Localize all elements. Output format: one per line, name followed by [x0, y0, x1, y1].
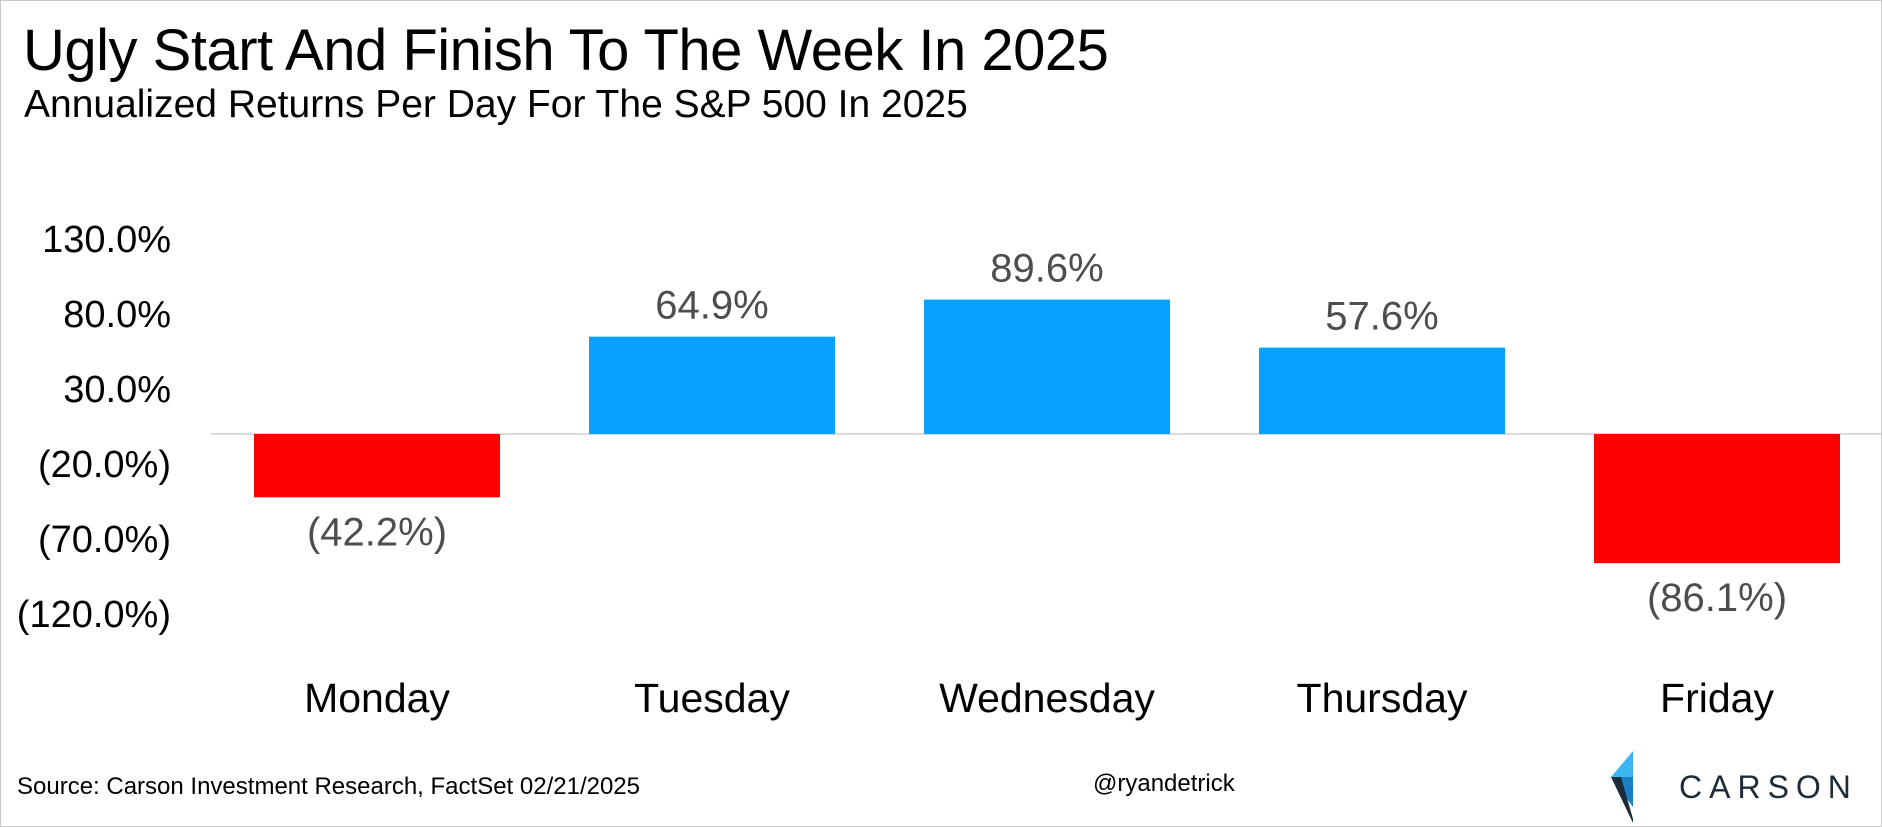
author-handle: @ryandetrick: [1093, 770, 1235, 797]
y-tick-label: (20.0%): [38, 444, 171, 486]
y-axis: 130.0% 80.0% 30.0% (20.0%) (70.0%) (120.0%): [17, 219, 171, 636]
data-label: (86.1%): [1647, 576, 1787, 620]
x-tick-label: Thursday: [1297, 675, 1468, 721]
chart-title: Ugly Start And Finish To The Week In 202…: [23, 18, 1109, 83]
source-note: Source: Carson Investment Research, Fact…: [17, 773, 641, 800]
x-axis: Monday Tuesday Wednesday Thursday Friday: [304, 675, 1774, 721]
y-tick-label: 80.0%: [63, 294, 171, 336]
x-tick-label: Tuesday: [634, 675, 790, 721]
bar-chart: 130.0% 80.0% 30.0% (20.0%) (70.0%) (120.0%) (…: [17, 219, 1881, 721]
data-label: (42.2%): [307, 510, 447, 554]
bar-thursday: [1259, 347, 1505, 434]
bars: [254, 299, 1840, 564]
brand-name: CARSON: [1679, 769, 1858, 805]
y-tick-label: 30.0%: [63, 369, 171, 411]
data-labels: (42.2%) 64.9% 89.6% 57.6% (86.1%): [307, 247, 1787, 621]
data-label: 89.6%: [990, 247, 1103, 291]
bar-tuesday: [589, 336, 835, 434]
bar-friday: [1594, 434, 1840, 564]
x-tick-label: Friday: [1660, 675, 1774, 721]
data-label: 64.9%: [655, 284, 768, 328]
carson-brand: CARSON: [1609, 749, 1871, 825]
y-tick-label: (70.0%): [38, 519, 171, 561]
carson-chevron-logo-icon: [1611, 751, 1633, 823]
data-label: 57.6%: [1325, 295, 1438, 339]
bar-monday: [254, 434, 500, 498]
y-tick-label: 130.0%: [42, 219, 171, 261]
bar-wednesday: [924, 299, 1170, 434]
x-tick-label: Monday: [304, 675, 450, 721]
y-tick-label: (120.0%): [17, 594, 171, 636]
chart-subtitle: Annualized Returns Per Day For The S&P 5…: [24, 83, 968, 126]
x-tick-label: Wednesday: [939, 675, 1155, 721]
